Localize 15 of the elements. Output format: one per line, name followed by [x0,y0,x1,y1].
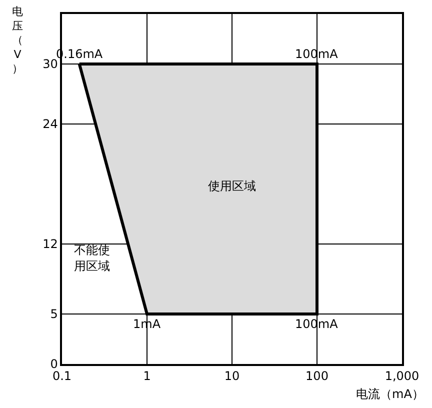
y-tick-label: 30 [42,57,58,72]
x-tick-label: 10 [224,369,240,384]
y-tick-label: 12 [42,237,58,252]
y-tick-label: 0 [50,357,58,372]
x-tick-label: 0.1 [52,369,72,384]
y-axis-title: 电压（V） [12,5,23,76]
y-tick-label: 5 [50,307,58,322]
annotation: 不能使 [74,243,110,257]
x-tick-label: 1 [143,369,151,384]
x-tick-label: 1,000 [384,369,420,384]
annotation: 使用区域 [208,179,256,193]
annotation: 用区域 [74,259,110,273]
y-tick-label: 24 [42,117,58,132]
x-axis-title: 电流（mA） [356,387,424,401]
x-tick-label: 100 [306,369,328,384]
